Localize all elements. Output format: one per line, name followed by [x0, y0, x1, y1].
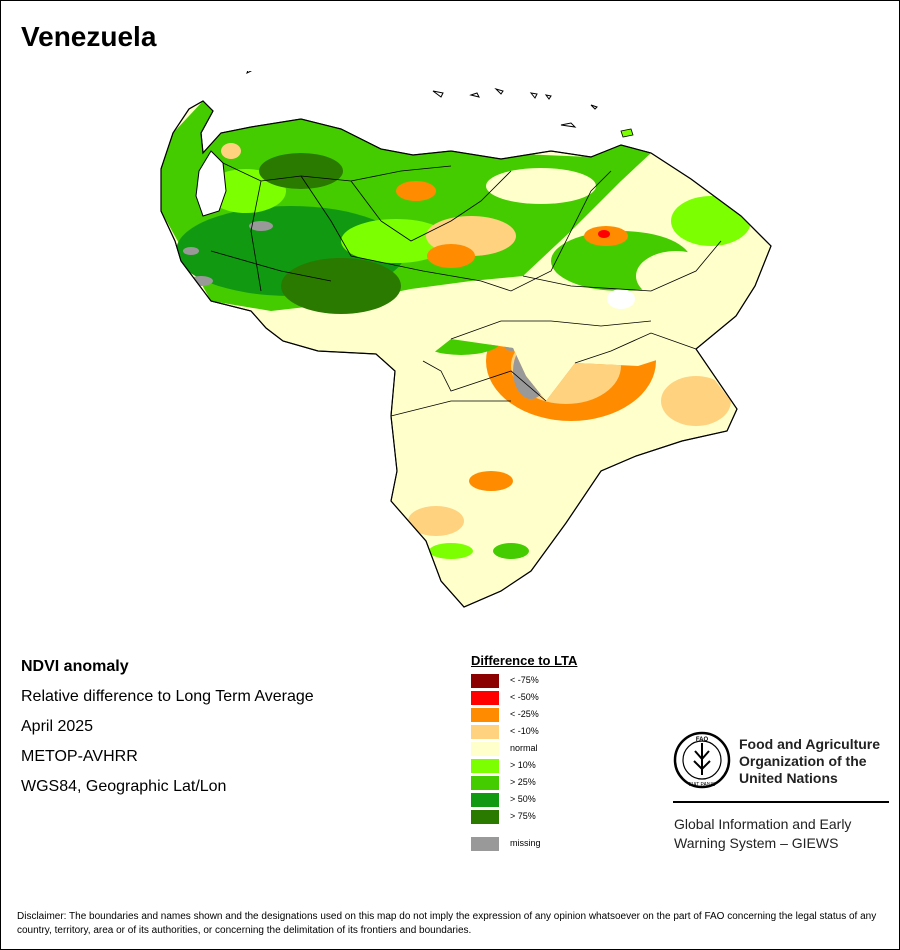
legend-item-missing: missing — [471, 835, 577, 852]
fao-name: Food and Agriculture Organization of the… — [739, 736, 881, 786]
legend-swatch — [471, 837, 499, 851]
legend-item: > 75% — [471, 808, 577, 825]
projection: WGS84, Geographic Lat/Lon — [21, 778, 227, 795]
legend-label: > 50% — [510, 794, 536, 804]
legend-label: < -50% — [510, 692, 539, 702]
legend-item: < -10% — [471, 723, 577, 740]
legend-label: < -25% — [510, 709, 539, 719]
giews-name: Global Information and Early Warning Sys… — [674, 816, 852, 851]
legend-label: > 10% — [510, 760, 536, 770]
legend-item: > 25% — [471, 774, 577, 791]
ndvi-anomaly-map — [151, 71, 781, 616]
legend-swatch — [471, 793, 499, 807]
legend-swatch — [471, 691, 499, 705]
legend-swatch — [471, 708, 499, 722]
legend-swatch — [471, 810, 499, 824]
map-title: Venezuela — [21, 21, 157, 52]
legend-label: missing — [510, 838, 541, 848]
margarita-island — [620, 128, 634, 138]
legend-label: > 75% — [510, 811, 536, 821]
caribbean-islands — [246, 71, 598, 128]
legend-item: > 10% — [471, 757, 577, 774]
fao-logo-text: FAO — [696, 737, 709, 743]
fao-logo: FAO FIAT PANIS — [673, 731, 731, 789]
legend-label: < -10% — [510, 726, 539, 736]
legend-swatch — [471, 776, 499, 790]
map-info: NDVI anomaly Relative difference to Long… — [21, 657, 314, 807]
map-legend: Difference to LTA < -75% < -50% < -25% < -1… — [471, 653, 577, 852]
period: April 2025 — [21, 718, 94, 735]
legend-item: normal — [471, 740, 577, 757]
fao-divider — [673, 801, 889, 803]
fao-logo-motto: FIAT PANIS — [689, 782, 716, 788]
legend-label: > 25% — [510, 777, 536, 787]
lake-maracaibo — [195, 150, 227, 217]
positive-anomaly-areas — [161, 101, 751, 314]
legend-item: > 50% — [471, 791, 577, 808]
legend-item: < -50% — [471, 689, 577, 706]
legend-item: < -25% — [471, 706, 577, 723]
sensor: METOP-AVHRR — [21, 748, 138, 765]
product-description: Relative difference to Long Term Average — [21, 688, 314, 705]
legend-swatch — [471, 742, 499, 756]
disclaimer: Disclaimer: The boundaries and names sho… — [17, 911, 877, 936]
legend-item: < -75% — [471, 672, 577, 689]
legend-swatch — [471, 725, 499, 739]
legend-label: < -75% — [510, 675, 539, 685]
product-name: NDVI anomaly — [21, 658, 129, 675]
legend-title: Difference to LTA — [471, 653, 578, 668]
legend-swatch — [471, 759, 499, 773]
legend-swatch — [471, 674, 499, 688]
state-boundaries — [210, 162, 722, 417]
legend-label: normal — [510, 743, 538, 753]
